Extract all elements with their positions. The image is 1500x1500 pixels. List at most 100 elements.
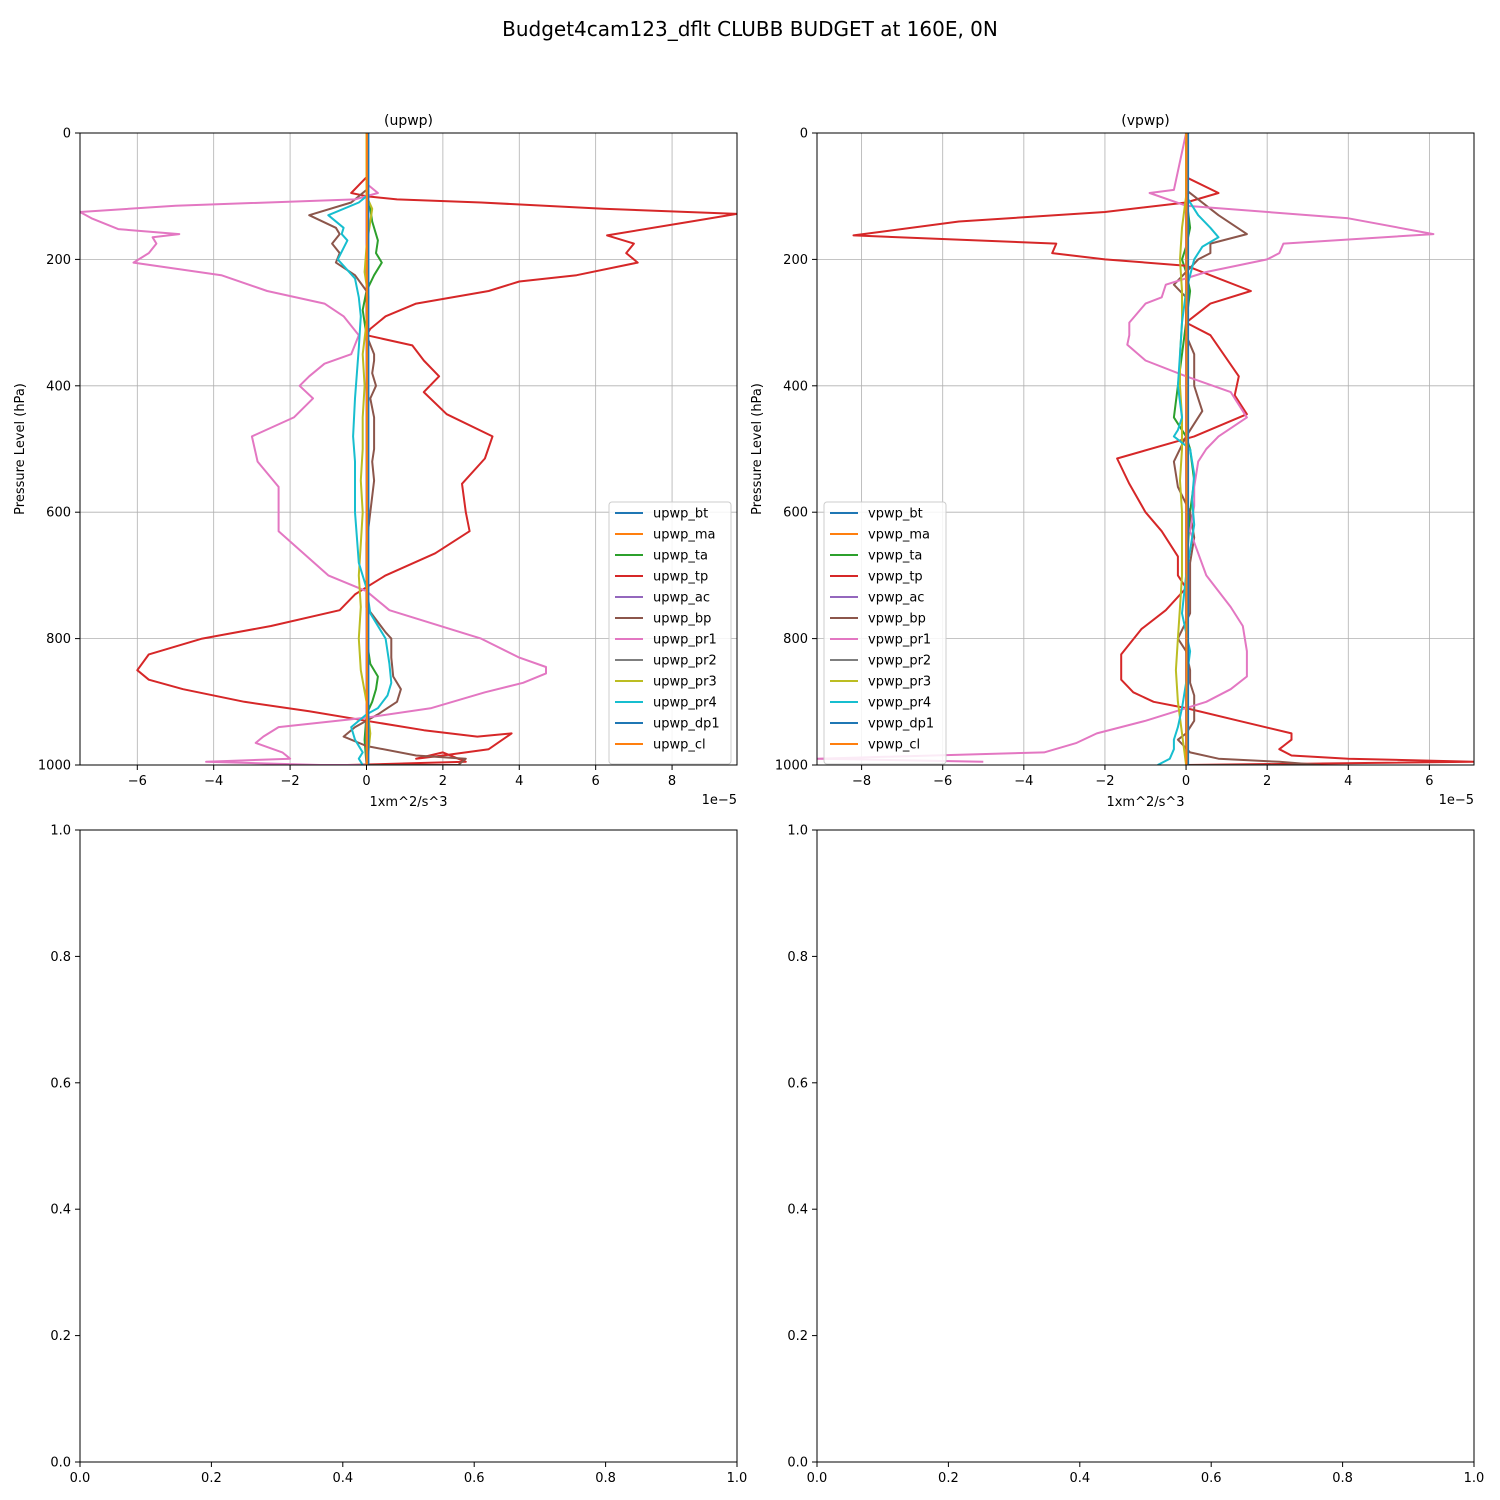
series-line-upwp_bp bbox=[308, 133, 467, 765]
y-tick-label: 800 bbox=[46, 632, 71, 647]
x-tick-label: 4 bbox=[515, 774, 523, 789]
axes-frame bbox=[816, 829, 1475, 1463]
y-tick-label: 0.8 bbox=[50, 950, 71, 965]
y-tick-label: 0 bbox=[800, 127, 808, 142]
x-tick-label: −4 bbox=[1014, 774, 1033, 789]
x-axis-label: 1xm^2/s^3 bbox=[1106, 795, 1184, 810]
x-tick-label: 2 bbox=[1263, 774, 1271, 789]
legend-entry: upwp_pr4 bbox=[653, 696, 717, 711]
series-line-vpwp_pr4 bbox=[1157, 195, 1220, 765]
x-tick-label: 2 bbox=[439, 774, 447, 789]
y-tick-label: 0.2 bbox=[787, 1329, 808, 1344]
x-tick-label: −2 bbox=[281, 774, 300, 789]
legend-entry: vpwp_pr1 bbox=[868, 633, 931, 648]
legend-entry: upwp_bt bbox=[653, 507, 708, 522]
x-tick-label: 0 bbox=[1182, 774, 1190, 789]
y-tick-label: 1.0 bbox=[787, 824, 808, 839]
x-tick-label: −6 bbox=[128, 774, 147, 789]
x-axis-label: 1xm^2/s^3 bbox=[369, 795, 447, 810]
legend-entry: vpwp_bt bbox=[868, 507, 923, 522]
x-tick-label: 0.2 bbox=[938, 1471, 959, 1486]
x-tick-label: −8 bbox=[852, 774, 871, 789]
y-tick-label: 1000 bbox=[775, 759, 808, 774]
legend: upwp_bt upwp_ma upwp_ta upwp_tp upwp_ac upwp_… bbox=[608, 501, 732, 765]
x-tick-label: 6 bbox=[1425, 774, 1433, 789]
x-tick-label: 6 bbox=[592, 774, 600, 789]
y-tick-label: 600 bbox=[783, 506, 808, 521]
legend-entry: upwp_pr2 bbox=[653, 654, 717, 669]
legend-entry: upwp_cl bbox=[653, 738, 706, 753]
y-axis-label: Pressure Level (hPa) bbox=[750, 383, 765, 515]
legend-entry: upwp_dp1 bbox=[653, 717, 720, 732]
series-line-vpwp_pr3 bbox=[1174, 133, 1188, 765]
x-tick-label: −4 bbox=[204, 774, 223, 789]
x-offset-text: 1e−5 bbox=[1439, 793, 1474, 808]
legend-entry: upwp_bp bbox=[653, 612, 711, 627]
y-tick-label: 0.2 bbox=[50, 1329, 71, 1344]
legend: vpwp_bt vpwp_ma vpwp_ta vpwp_tp vpwp_ac vpwp_… bbox=[823, 501, 947, 765]
x-tick-label: −6 bbox=[933, 774, 952, 789]
y-tick-label: 200 bbox=[46, 253, 71, 268]
x-tick-label: 8 bbox=[668, 774, 676, 789]
x-tick-label: −2 bbox=[1095, 774, 1114, 789]
legend-entry: vpwp_tp bbox=[868, 570, 923, 585]
y-tick-label: 0.8 bbox=[787, 950, 808, 965]
x-tick-label: 0.8 bbox=[595, 1471, 616, 1486]
y-tick-label: 600 bbox=[46, 506, 71, 521]
legend-entry: vpwp_pr4 bbox=[868, 696, 931, 711]
y-tick-label: 1.0 bbox=[50, 824, 71, 839]
legend-entry: vpwp_pr2 bbox=[868, 654, 931, 669]
legend-entry: vpwp_ta bbox=[868, 549, 922, 564]
legend-entry: upwp_ac bbox=[653, 591, 710, 606]
y-tick-label: 0.6 bbox=[787, 1076, 808, 1091]
legend-entry: upwp_pr1 bbox=[653, 633, 717, 648]
legend-entry: upwp_ma bbox=[653, 528, 716, 543]
y-tick-label: 800 bbox=[783, 632, 808, 647]
x-tick-label: 0.2 bbox=[201, 1471, 222, 1486]
legend-entry: upwp_ta bbox=[653, 549, 708, 564]
x-tick-label: 0.6 bbox=[464, 1471, 485, 1486]
y-tick-label: 0.0 bbox=[787, 1456, 808, 1471]
panel-vpwp: (vpwp) 1xm^2/s^3 Pressure Level (hPa) 1e… bbox=[750, 113, 1475, 810]
series-line-upwp_tp bbox=[136, 133, 737, 765]
x-tick-label: 0.4 bbox=[1069, 1471, 1090, 1486]
legend-entry: vpwp_ac bbox=[868, 591, 924, 606]
legend-entry: vpwp_cl bbox=[868, 738, 920, 753]
panel-title: (vpwp) bbox=[1121, 113, 1169, 129]
y-tick-label: 200 bbox=[783, 253, 808, 268]
x-tick-label: 0.6 bbox=[1201, 1471, 1222, 1486]
axes-frame bbox=[816, 132, 1475, 766]
figure-title: Budget4cam123_dflt CLUBB BUDGET at 160E,… bbox=[502, 17, 998, 41]
legend-entry: vpwp_pr3 bbox=[868, 675, 931, 690]
y-axis-label: Pressure Level (hPa) bbox=[13, 383, 28, 515]
panel-upwp: (upwp) 1xm^2/s^3 Pressure Level (hPa) 1e… bbox=[13, 113, 738, 810]
legend-entry: vpwp_dp1 bbox=[868, 717, 934, 732]
x-offset-text: 1e−5 bbox=[702, 793, 737, 808]
y-tick-label: 0.6 bbox=[50, 1076, 71, 1091]
y-tick-label: 0 bbox=[63, 127, 71, 142]
y-tick-label: 1000 bbox=[38, 759, 71, 774]
panel-empty-left: 0.0 0.2 0.4 0.6 0.8 1.0 0.0 0.2 0.4 0.6 0.8 1.0 bbox=[50, 824, 747, 1487]
x-tick-label: 1.0 bbox=[1464, 1471, 1485, 1486]
x-tick-label: 1.0 bbox=[727, 1471, 748, 1486]
axes-frame bbox=[79, 829, 738, 1463]
axes-frame bbox=[79, 132, 738, 766]
series-line-upwp_pr1 bbox=[80, 133, 547, 765]
y-tick-label: 0.4 bbox=[50, 1203, 71, 1218]
legend-entry: upwp_tp bbox=[653, 570, 708, 585]
y-tick-label: 0.0 bbox=[50, 1456, 71, 1471]
series-line-vpwp_ta bbox=[1172, 133, 1196, 765]
legend-entry: vpwp_ma bbox=[868, 528, 930, 543]
panel-empty-right: 0.0 0.2 0.4 0.6 0.8 1.0 0.0 0.2 0.4 0.6 0.8 1.0 bbox=[787, 824, 1484, 1487]
x-tick-label: 0.0 bbox=[807, 1471, 828, 1486]
y-tick-label: 400 bbox=[46, 379, 71, 394]
y-tick-label: 400 bbox=[783, 379, 808, 394]
x-tick-label: 0.0 bbox=[70, 1471, 91, 1486]
y-tick-label: 0.4 bbox=[787, 1203, 808, 1218]
x-tick-label: 0 bbox=[362, 774, 370, 789]
series-line-vpwp_pr1 bbox=[817, 133, 1435, 763]
series-line-vpwp_tp bbox=[852, 133, 1474, 765]
panel-title: (upwp) bbox=[384, 113, 433, 129]
x-tick-label: 0.4 bbox=[332, 1471, 353, 1486]
